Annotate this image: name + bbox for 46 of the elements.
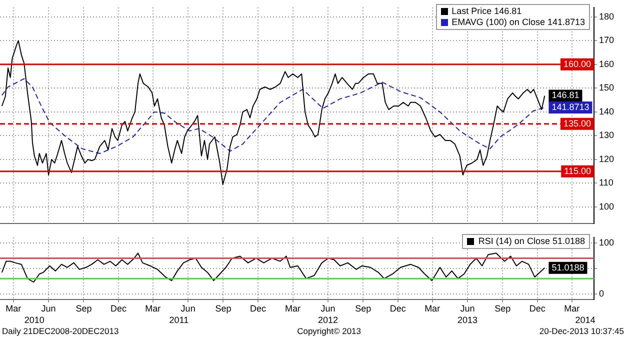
text: Daily 21DEC2008-20DEC2013 <box>2 326 119 336</box>
y-tick-label: 130 <box>599 130 614 140</box>
x-tick-label: Mar <box>564 303 580 314</box>
annotation: 51.0188 <box>552 262 584 272</box>
y-tick-label: 100 <box>599 237 614 248</box>
y-tick-label: 110 <box>599 178 614 188</box>
x-tick-label: Jun <box>41 303 56 314</box>
x2-tick-label: 2012 <box>318 315 338 326</box>
ref-line-label: 115.00 <box>564 166 591 176</box>
x2-tick-label: 2014 <box>575 315 596 326</box>
x-tick-label: Sep <box>76 303 92 314</box>
x-tick-label: Dec <box>390 303 406 314</box>
y-tick-label: 0 <box>599 288 604 298</box>
legend-label: Last Price 146.81 <box>450 6 523 17</box>
y-tick-label: 100 <box>599 201 614 212</box>
x2-tick-label: 2010 <box>24 315 44 326</box>
x-tick-label: Mar <box>145 303 161 314</box>
legend-label: EMAVG (100) on Close 141.8713 <box>450 17 585 28</box>
y-tick-label: 180 <box>599 11 614 22</box>
y-tick-label: 140 <box>599 106 614 116</box>
x-tick-label: Mar <box>285 303 301 314</box>
line-series <box>1 78 546 154</box>
annotation: 141.8713 <box>552 102 590 112</box>
ref-line-label: 160.00 <box>563 58 592 69</box>
x-tick-label: Mar <box>6 303 22 314</box>
x-tick-label: Jun <box>320 303 336 314</box>
annotation: 146.81 <box>552 90 580 100</box>
legend-label: RSI (14) on Close 51.0188 <box>477 236 585 247</box>
x-tick-label: Jun <box>460 303 475 314</box>
y-tick-label: 120 <box>599 154 614 164</box>
x-tick-label: Dec <box>250 303 267 314</box>
x-tick-label: Dec <box>110 303 127 314</box>
text: Copyright© 2013 <box>297 326 362 336</box>
y-tick-label: 170 <box>599 35 614 46</box>
x-tick-label: Jun <box>180 303 196 314</box>
x-tick-label: Sep <box>494 303 511 314</box>
x-tick-label: Sep <box>215 303 232 314</box>
text: 20-Dec-2013 10:37:45 <box>539 326 624 336</box>
y-tick-label: 150 <box>599 82 614 93</box>
x-tick-label: Mar <box>424 303 440 314</box>
x-tick-label: Sep <box>355 303 372 314</box>
y-tick-label: 160 <box>599 58 614 69</box>
x2-tick-label: 2013 <box>457 315 478 326</box>
x-tick-label: Dec <box>529 303 546 314</box>
x2-tick-label: 2011 <box>169 315 189 326</box>
ref-line-label: 135.00 <box>563 118 592 128</box>
